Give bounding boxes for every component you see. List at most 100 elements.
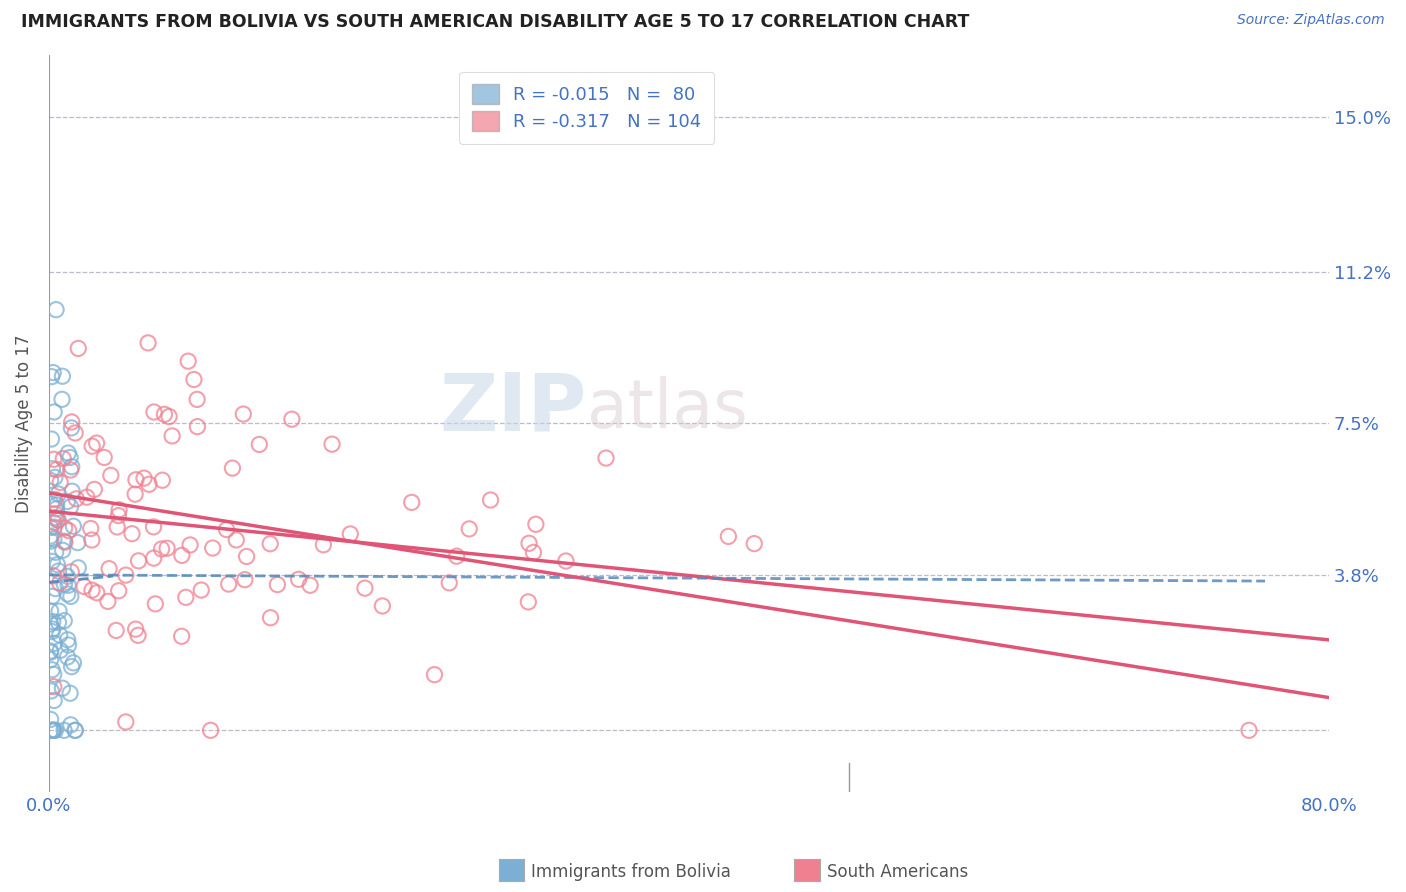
Point [143,597,166,611]
Point [479,493,502,508]
Point [56,578,79,592]
Point [59,718,82,732]
Point [142,405,165,419]
Point [266,577,288,591]
Point [153,408,176,422]
Point [321,437,343,451]
Point [259,537,281,551]
Point [98,562,121,576]
Point [1237,723,1260,738]
Point [42,723,65,738]
Point [45,498,67,512]
Point [107,508,129,523]
Point [80,583,103,598]
Point [62,519,84,533]
Point [100,468,122,483]
Point [44,492,66,507]
Point [42,723,65,738]
Point [105,624,128,638]
Point [97,594,120,608]
Point [45,502,67,516]
Point [107,583,129,598]
Point [59,463,82,477]
Point [76,490,98,504]
Point [517,536,540,550]
Point [312,538,335,552]
Point [60,659,83,673]
Point [45,545,67,559]
Point [39,497,62,511]
Y-axis label: Disability Age 5 to 17: Disability Age 5 to 17 [15,334,32,513]
Point [48,615,70,630]
Point [82,439,104,453]
Point [41,554,63,568]
Point [53,535,76,549]
Point [63,723,86,738]
Point [39,713,62,727]
Point [201,541,224,555]
Point [39,644,62,658]
Point [51,392,73,407]
Point [56,569,79,583]
Point [45,510,67,524]
Point [51,681,73,696]
Point [52,451,75,466]
Point [517,595,540,609]
Point [39,529,62,543]
Point [53,577,76,591]
Point [44,636,66,650]
Point [42,366,65,380]
Point [56,587,79,601]
Point [446,549,468,564]
Point [86,585,108,599]
Text: atlas: atlas [586,376,748,442]
Point [46,513,69,527]
Point [232,407,254,421]
Point [186,419,208,434]
Point [235,549,257,564]
Point [49,643,72,657]
Point [44,582,66,596]
Point [42,452,65,467]
Point [59,500,82,514]
Point [354,581,377,595]
Point [44,693,66,707]
Point [80,533,103,547]
Point [183,372,205,386]
Point [595,451,617,466]
Point [150,473,173,487]
Point [371,599,394,613]
Point [132,471,155,485]
Point [41,663,63,677]
Point [125,473,148,487]
Point [58,638,80,652]
Point [742,536,765,550]
Point [150,541,173,556]
Point [458,522,481,536]
Point [53,521,76,535]
Point [42,667,65,681]
Point [190,583,212,598]
Point [218,577,240,591]
Point [80,521,103,535]
Point [42,532,65,546]
Point [67,561,90,575]
Point [42,520,65,534]
Point [225,533,247,547]
Point [56,632,79,647]
Point [44,470,66,484]
Point [177,354,200,368]
Point [44,405,66,419]
Point [66,535,89,549]
Point [179,538,201,552]
Point [83,483,105,497]
Point [41,432,63,446]
Point [63,425,86,440]
Point [555,554,578,568]
Point [60,484,83,499]
Point [42,569,65,583]
Point [142,520,165,534]
Text: South Americans: South Americans [827,863,967,881]
Point [200,723,222,738]
Point [51,369,73,384]
